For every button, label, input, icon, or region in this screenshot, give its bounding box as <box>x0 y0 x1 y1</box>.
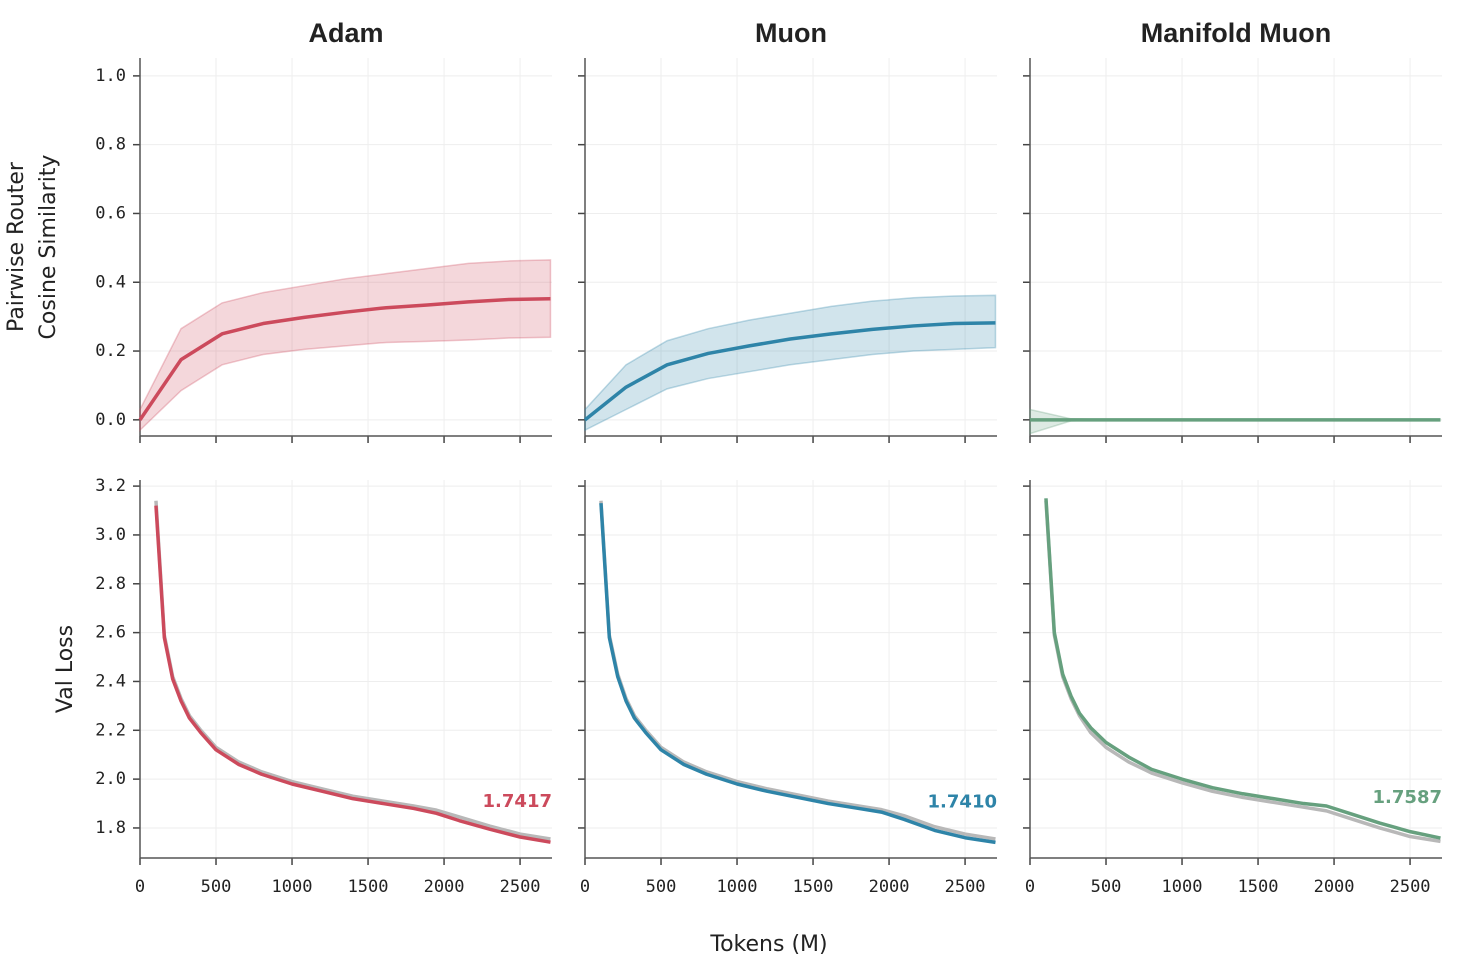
x-tick-label: 2500 <box>1390 877 1431 897</box>
x-tick-label: 0 <box>135 877 145 897</box>
x-tick-label: 500 <box>646 877 677 897</box>
x-tick-label: 1500 <box>348 877 389 897</box>
y-tick-label: 0.2 <box>95 341 126 361</box>
x-tick-label: 2000 <box>1314 877 1355 897</box>
line <box>154 500 551 841</box>
x-tick-label: 2000 <box>424 877 465 897</box>
x-tick-label: 2500 <box>500 877 541 897</box>
y-tick-label: 3.0 <box>95 525 126 545</box>
y-tick-label: 3.2 <box>95 476 126 496</box>
y-axis-label: Val Loss <box>53 625 78 713</box>
final-value-label: 1.7410 <box>928 791 997 812</box>
line <box>599 503 996 845</box>
y-tick-label: 2.4 <box>95 671 126 691</box>
subplot-title: Manifold Muon <box>1141 18 1331 48</box>
y-tick-label: 0.0 <box>95 410 126 430</box>
x-tick-label: 1500 <box>793 877 834 897</box>
y-tick-label: 2.0 <box>95 769 126 789</box>
line <box>138 297 551 421</box>
y-tick-label: 1.8 <box>95 818 126 838</box>
y-tick-label: 2.8 <box>95 574 126 594</box>
subplot-title: Adam <box>308 18 383 48</box>
subplot-title: Muon <box>755 18 827 48</box>
x-axis-label: Tokens (M) <box>709 932 827 957</box>
x-tick-label: 1000 <box>717 877 758 897</box>
line <box>599 500 996 841</box>
x-tick-label: 1000 <box>1162 877 1203 897</box>
x-tick-label: 2500 <box>945 877 986 897</box>
x-tick-label: 0 <box>580 877 590 897</box>
y-axis-label: Cosine Similarity <box>36 155 61 340</box>
final-value-label: 1.7417 <box>483 791 552 812</box>
x-tick-label: 500 <box>1091 877 1122 897</box>
y-tick-label: 2.6 <box>95 623 126 643</box>
y-tick-label: 0.6 <box>95 203 126 223</box>
y-axis-label: Pairwise Router <box>4 161 29 332</box>
y-tick-label: 0.8 <box>95 135 126 155</box>
y-tick-label: 0.4 <box>95 272 126 292</box>
line <box>154 505 551 844</box>
x-tick-label: 500 <box>201 877 232 897</box>
x-tick-label: 0 <box>1025 877 1035 897</box>
line <box>1044 498 1441 840</box>
confidence-band <box>584 294 997 432</box>
y-tick-label: 1.0 <box>95 66 126 86</box>
final-value-label: 1.7587 <box>1373 787 1442 808</box>
x-tick-label: 1500 <box>1238 877 1279 897</box>
x-tick-label: 1000 <box>272 877 313 897</box>
x-tick-label: 2000 <box>869 877 910 897</box>
y-tick-label: 2.2 <box>95 720 126 740</box>
line <box>583 321 996 422</box>
